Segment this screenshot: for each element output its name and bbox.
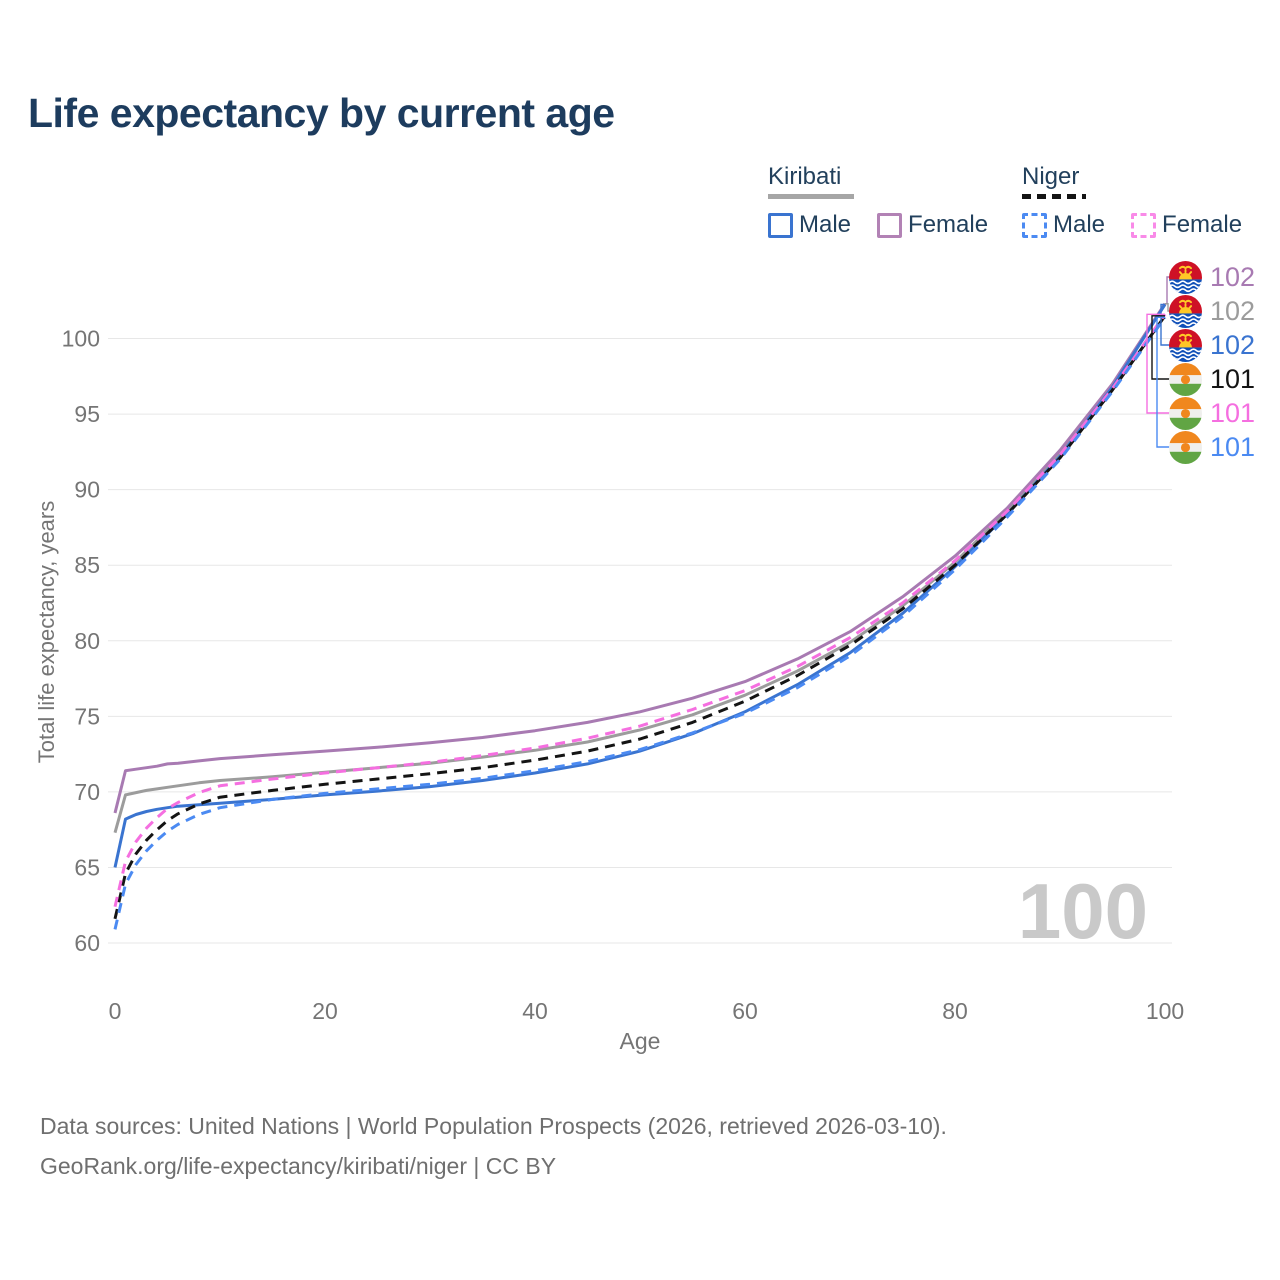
line-kiribati-both[interactable] [113, 302, 1167, 834]
y-tick-95: 95 [74, 401, 100, 427]
kiribati-male-label: Male [799, 211, 852, 238]
kiribati-male-checkbox[interactable] [768, 212, 793, 238]
end-label-niger-male: 101 [1169, 430, 1255, 464]
end-label-kiribati-male: 102 [1169, 328, 1255, 362]
end-value-niger-male: 101 [1210, 431, 1256, 462]
niger-female-checkbox[interactable] [1131, 212, 1157, 238]
leader-line-niger-female [1146, 313, 1170, 414]
kiribati-flag-icon [1169, 328, 1202, 362]
end-value-kiribati-female: 102 [1210, 261, 1256, 292]
line-niger-both[interactable] [113, 314, 1167, 920]
kiribati-line-sample [768, 194, 854, 199]
end-value-kiribati-both: 102 [1210, 295, 1256, 326]
end-value-kiribati-male: 102 [1210, 329, 1256, 360]
x-tick-0: 0 [109, 998, 122, 1024]
end-label-kiribati-female: 102 [1169, 260, 1255, 294]
y-tick-70: 70 [74, 779, 100, 805]
x-tick-60: 60 [732, 998, 758, 1024]
y-tick-100: 100 [62, 326, 100, 352]
line-niger-male[interactable] [113, 316, 1167, 930]
x-tick-80: 80 [942, 998, 968, 1024]
x-tick-100: 100 [1146, 998, 1184, 1024]
legend-country-kiribati[interactable]: Kiribati [768, 163, 842, 190]
y-tick-60: 60 [74, 930, 100, 956]
y-tick-85: 85 [74, 552, 100, 578]
y-axis-title: Total life expectancy, years [34, 500, 59, 764]
end-value-niger-female: 101 [1210, 397, 1256, 428]
kiribati-flag-icon [1169, 260, 1202, 294]
y-tick-90: 90 [74, 477, 100, 503]
y-tick-65: 65 [74, 854, 100, 880]
leader-line-niger-male [1156, 316, 1170, 448]
niger-line-sample [1022, 194, 1086, 199]
end-value-niger-both: 101 [1210, 363, 1256, 394]
kiribati-female-label: Female [908, 211, 989, 238]
leader-line-niger-both [1151, 315, 1170, 380]
age-watermark: 100 [1017, 867, 1148, 955]
x-tick-40: 40 [522, 998, 548, 1024]
line-niger-female[interactable] [113, 313, 1167, 908]
leader-line-kiribati-male [1160, 303, 1170, 346]
niger-male-checkbox[interactable] [1022, 212, 1047, 238]
line-kiribati-female[interactable] [113, 302, 1167, 814]
y-tick-75: 75 [74, 703, 100, 729]
line-kiribati-male[interactable] [113, 303, 1167, 868]
x-axis-title: Age [619, 1028, 661, 1054]
legend-group-kiribati: Kiribati Male Female [768, 163, 988, 239]
kiribati-female-checkbox[interactable] [877, 212, 903, 238]
footer-line2[interactable]: GeoRank.org/life-expectancy/kiribati/nig… [40, 1153, 557, 1179]
kiribati-flag-icon [1169, 294, 1202, 328]
niger-female-label: Female [1162, 211, 1243, 238]
end-label-kiribati-both: 102 [1169, 294, 1255, 328]
y-tick-80: 80 [74, 628, 100, 654]
data-sources-footer: Data sources: United Nations | World Pop… [40, 1106, 947, 1186]
series-end-labels: 102 102 [1169, 260, 1255, 464]
niger-male-label: Male [1053, 211, 1106, 238]
page-title: Life expectancy by current age [28, 90, 615, 136]
x-tick-20: 20 [312, 998, 338, 1024]
niger-flag-icon [1169, 430, 1202, 464]
end-label-niger-female: 101 [1169, 396, 1255, 430]
legend-country-niger[interactable]: Niger [1022, 163, 1080, 190]
niger-flag-icon [1169, 396, 1202, 430]
niger-flag-icon [1169, 362, 1202, 396]
legend-group-niger: Niger Male Female [1022, 163, 1242, 239]
end-label-niger-both: 101 [1169, 362, 1255, 396]
footer-line1: Data sources: United Nations | World Pop… [40, 1113, 947, 1139]
